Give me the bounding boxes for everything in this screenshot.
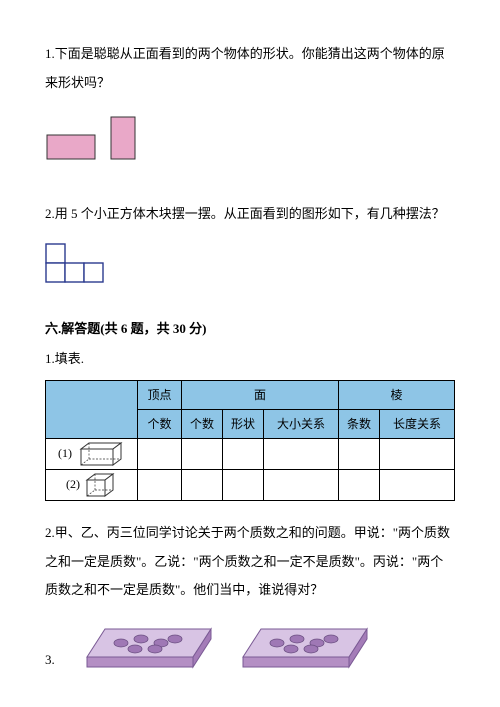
- q1-svg: [45, 111, 165, 169]
- question-2-text: 2.用 5 个小正方体木块摆一摆。从正面看到的图形如下，有几种摆法？: [45, 200, 455, 229]
- cube-icon: [83, 472, 117, 498]
- th-vertex: 顶点: [138, 380, 182, 409]
- section-6: 六.解答题(共 6 题，共 30 分) 1.填表. 顶点 面 棱 个数 个数 形…: [45, 316, 455, 673]
- cuboid-icon: [75, 441, 125, 467]
- cell: [138, 438, 182, 469]
- q3-image-2: [239, 611, 369, 673]
- question-1: 1.下面是聪聪从正面看到的两个物体的形状。你能猜出这两个物体的原来形状吗？: [45, 40, 455, 178]
- th-sub-5: 长度关系: [380, 409, 455, 438]
- cell: [264, 438, 339, 469]
- table-header-row-1: 顶点 面 棱: [46, 380, 455, 409]
- section-6-q3-label: 3.: [45, 647, 55, 673]
- question-2-shapes: [45, 243, 455, 294]
- section-6-q2-text: 2.甲、乙、丙三位同学讨论关于两个质数之和的问题。甲说："两个质数之和一定是质数…: [45, 519, 455, 605]
- q2-cell-b3: [84, 263, 103, 282]
- cell: [380, 438, 455, 469]
- q2-cell-b1: [46, 263, 65, 282]
- q3-image-1: [83, 611, 213, 673]
- th-sub-3: 大小关系: [264, 409, 339, 438]
- table-row: (2): [46, 470, 455, 501]
- cell: [380, 470, 455, 501]
- q2-svg: [45, 243, 115, 285]
- properties-table: 顶点 面 棱 个数 个数 形状 大小关系 条数 长度关系 (1): [45, 380, 455, 502]
- q1-rect-vertical: [111, 117, 135, 159]
- cell: [338, 470, 379, 501]
- th-empty: [46, 380, 138, 438]
- th-sub-2: 形状: [223, 409, 264, 438]
- row2-label: (2): [66, 477, 80, 491]
- th-sub-1: 个数: [182, 409, 223, 438]
- cell: [182, 438, 223, 469]
- th-edge: 棱: [338, 380, 454, 409]
- th-sub-0: 个数: [138, 409, 182, 438]
- th-face: 面: [182, 380, 339, 409]
- cell: [338, 438, 379, 469]
- q2-cell-top: [46, 244, 65, 263]
- th-sub-4: 条数: [338, 409, 379, 438]
- q2-cell-b2: [65, 263, 84, 282]
- cell: [223, 470, 264, 501]
- q3-images: [83, 611, 369, 673]
- cell: [223, 438, 264, 469]
- question-1-shapes: [45, 111, 455, 178]
- row1-label-cell: (1): [46, 438, 138, 469]
- q1-rect-horizontal: [47, 135, 95, 159]
- question-1-text: 1.下面是聪聪从正面看到的两个物体的形状。你能猜出这两个物体的原来形状吗？: [45, 40, 455, 97]
- table-row: (1): [46, 438, 455, 469]
- section-6-header: 六.解答题(共 6 题，共 30 分): [45, 316, 455, 342]
- section-6-q1-label: 1.填表.: [45, 346, 455, 372]
- row1-label: (1): [58, 446, 72, 460]
- question-2: 2.用 5 个小正方体木块摆一摆。从正面看到的图形如下，有几种摆法？: [45, 200, 455, 294]
- row2-label-cell: (2): [46, 470, 138, 501]
- cell: [138, 470, 182, 501]
- cell: [182, 470, 223, 501]
- cell: [264, 470, 339, 501]
